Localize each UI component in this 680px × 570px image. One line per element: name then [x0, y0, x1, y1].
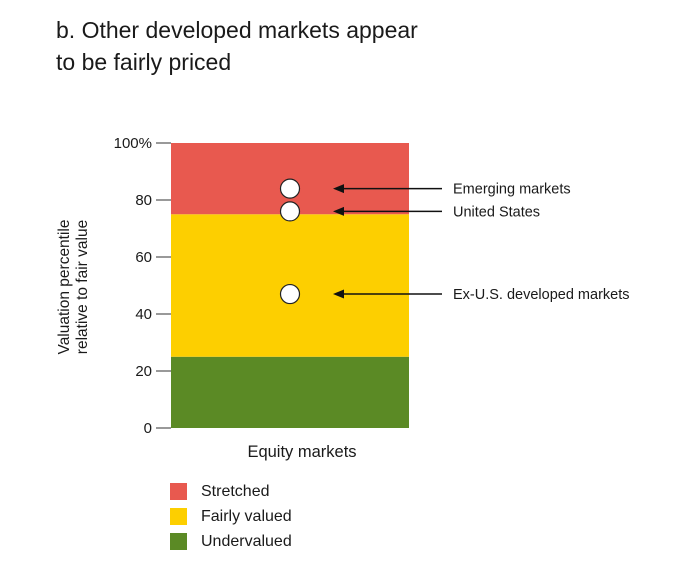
- point-label-united-states: United States: [453, 204, 540, 220]
- y-tick-label-100: 100%: [114, 135, 152, 152]
- y-tick-label-0: 0: [144, 420, 152, 437]
- legend-label-fairly-valued: Fairly valued: [201, 507, 292, 525]
- chart-title-line-2: to be fairly priced: [56, 49, 232, 75]
- point-united-states: [279, 201, 301, 222]
- point-label-ex-u-s-developed-markets: Ex-U.S. developed markets: [453, 287, 630, 303]
- band-undervalued: [171, 356, 409, 428]
- legend-label-stretched: Stretched: [201, 482, 270, 500]
- legend-swatch-stretched: [170, 483, 187, 500]
- arrow-head-ex-u-s-developed-markets: [333, 289, 344, 299]
- point-label-emerging-markets: Emerging markets: [453, 182, 571, 198]
- legend-item-undervalued: Undervalued: [170, 529, 292, 554]
- axis-labels: Valuation percentile relative to fair val…: [56, 220, 356, 462]
- y-axis-title-line-1: Valuation percentile: [56, 220, 73, 355]
- point-ex-u-s-developed-markets: [279, 283, 301, 305]
- legend-item-fairly-valued: Fairly valued: [170, 504, 292, 529]
- legend-item-stretched: Stretched: [170, 479, 292, 504]
- y-tick-label-20: 20: [135, 363, 152, 380]
- chart-title-line-1: b. Other developed markets appear: [56, 17, 418, 43]
- y-tick-label-80: 80: [135, 192, 152, 209]
- chart-title: b. Other developed markets appear to be …: [56, 14, 616, 78]
- arrow-head-emerging-markets: [333, 184, 344, 194]
- legend-swatch-undervalued: [170, 533, 187, 550]
- y-axis-title-line-2: relative to fair value: [74, 220, 91, 354]
- legend-label-undervalued: Undervalued: [201, 532, 292, 550]
- arrow-head-united-states: [333, 206, 344, 216]
- point-emerging-markets: [279, 178, 301, 199]
- legend: Stretched Fairly valued Undervalued: [170, 479, 292, 554]
- y-tick-label-40: 40: [135, 306, 152, 323]
- legend-swatch-fairly-valued: [170, 508, 187, 525]
- market-points: Emerging markets United States Ex-U.S. dev…: [279, 178, 630, 305]
- x-axis-label: Equity markets: [247, 443, 356, 461]
- y-tick-label-60: 60: [135, 249, 152, 266]
- y-axis: 0 20 40 60 80 100%: [114, 135, 171, 437]
